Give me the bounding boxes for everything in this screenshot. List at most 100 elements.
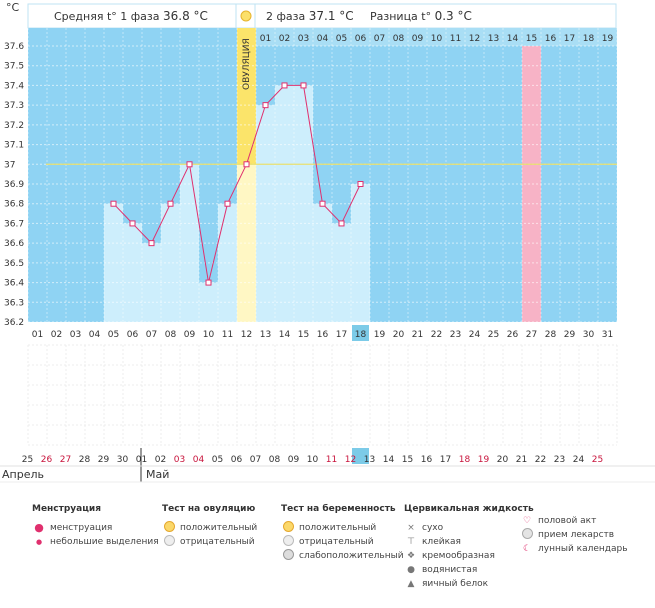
temperature-point (167, 200, 174, 207)
lower-grid: 01 02 03 04 05 06 07 08 09 10 11 12 13 14 15 16 17 18 19 20… (0, 325, 655, 483)
date-label: 21 (516, 455, 527, 465)
cycle-day-label: 18 (355, 330, 367, 340)
y-tick-label: 36.5 (4, 259, 24, 269)
date-label: 09 (288, 455, 300, 465)
phase2-day-label: 13 (488, 34, 499, 44)
date-label: 04 (193, 455, 205, 465)
cycle-day-label: 12 (241, 330, 252, 340)
legend-menstruation-title: Менструация (32, 504, 101, 514)
phase2-label: 2 фаза (266, 10, 305, 23)
date-label: 03 (174, 455, 185, 465)
cycle-day-label: 14 (279, 330, 291, 340)
svg-text:Разница t° 0.3 °C: Разница t° 0.3 °C (370, 9, 472, 23)
legend-item: положительный (281, 521, 404, 535)
cycle-day-label: 08 (165, 330, 177, 340)
header-box (27, 3, 617, 29)
legend-item: отрицательный (281, 535, 404, 549)
cycle-day-label: 29 (564, 330, 576, 340)
legend-item: слабоположительный (281, 549, 404, 563)
phase2-day-label: 03 (298, 34, 309, 44)
small-drop-icon: ● (35, 538, 43, 546)
date-label: 08 (269, 455, 281, 465)
cycle-day-label: 24 (469, 330, 481, 340)
plot-area: 37.6 37.5 37.4 37.3 37.2 37.1 37 36.9 36.8 36.7 36… (4, 28, 618, 328)
date-label: 10 (307, 455, 319, 465)
y-tick-label: 36.4 (4, 279, 24, 289)
pill-icon (520, 528, 534, 542)
legend-item: прием лекарств (520, 528, 628, 542)
legend-item: ⊤ клейкая (404, 535, 534, 549)
date-label: 15 (402, 455, 413, 465)
blood-drop-icon: ● (34, 521, 44, 534)
y-tick-label: 36.7 (4, 219, 24, 229)
cycle-day-label: 27 (526, 330, 537, 340)
legend-item: отрицательный (162, 535, 257, 549)
cycle-day-label: 02 (51, 330, 62, 340)
temperature-bar (332, 223, 351, 322)
legend-ovulation-test-title: Тест на овуляцию (162, 504, 256, 514)
cycle-day-label: 22 (431, 330, 442, 340)
y-tick-label: 37.3 (4, 101, 24, 111)
legend-item: положительный (162, 521, 257, 535)
current-day-marker (352, 325, 369, 341)
phase2-day-label: 11 (450, 34, 461, 44)
heart-icon: ♡ (522, 516, 532, 526)
cycle-day-label: 31 (602, 330, 613, 340)
legend-item: ● менструация (32, 521, 159, 535)
temperature-point (129, 220, 136, 227)
y-unit-label: °C (6, 1, 20, 14)
date-label: 26 (41, 455, 53, 465)
date-label: 11 (326, 455, 337, 465)
cycle-day-label: 30 (583, 330, 595, 340)
date-label: 29 (98, 455, 110, 465)
ovulation-label: ОВУЛЯЦИЯ (242, 38, 252, 90)
cycle-day-label: 28 (545, 330, 557, 340)
cycle-day-label: 19 (374, 330, 386, 340)
sun-positive-icon (162, 521, 176, 535)
y-tick-label: 37.4 (4, 81, 24, 91)
cycle-day-label: 06 (127, 330, 139, 340)
pregnancy-negative-icon (281, 535, 295, 549)
date-label: 25 (592, 455, 603, 465)
date-label: 13 (364, 455, 375, 465)
phase2-day-label: 18 (583, 34, 595, 44)
ovulation-column (237, 28, 256, 165)
phase2-value: 37.1 °C (309, 9, 354, 23)
date-label: 02 (155, 455, 166, 465)
cycle-day-label: 03 (70, 330, 81, 340)
temperature-point (148, 240, 155, 247)
phase1-label: Средняя t° 1 фаза (54, 10, 160, 23)
legend-item: ● небольшие выделения (32, 535, 159, 549)
temperature-point (281, 82, 288, 89)
date-label: 07 (250, 455, 261, 465)
temperature-point (357, 181, 364, 187)
current-date-marker (352, 448, 369, 464)
y-tick-label: 37.6 (4, 42, 24, 52)
temperature-point (110, 200, 117, 207)
date-label: 19 (478, 455, 490, 465)
y-tick-label: 37.2 (4, 121, 24, 131)
y-tick-label: 37.1 (4, 141, 24, 151)
phase2-day-label: 15 (526, 34, 537, 44)
egg-white-icon: ▲ (407, 579, 415, 589)
temperature-point (224, 200, 231, 207)
legend-cervical-title: Цервикальная жидкость (404, 504, 534, 514)
moon-icon: ☾ (522, 544, 532, 554)
temperature-point (186, 161, 193, 168)
pregnancy-weak-icon (281, 549, 295, 563)
date-label: 23 (554, 455, 565, 465)
pregnancy-positive-icon (281, 521, 295, 535)
date-label: 27 (60, 455, 71, 465)
cycle-day-label: 25 (488, 330, 499, 340)
phase2-header-band (256, 28, 617, 46)
temperature-bar (161, 203, 180, 322)
y-tick-label: 37 (4, 160, 15, 170)
temperature-bar (351, 184, 370, 322)
creamy-icon: ❖ (406, 551, 416, 561)
cycle-day-label: 01 (32, 330, 43, 340)
date-label: 30 (117, 455, 129, 465)
date-label: 12 (345, 455, 356, 465)
date-label: 20 (497, 455, 509, 465)
phase2-day-label: 05 (336, 34, 347, 44)
date-label: 25 (22, 455, 33, 465)
